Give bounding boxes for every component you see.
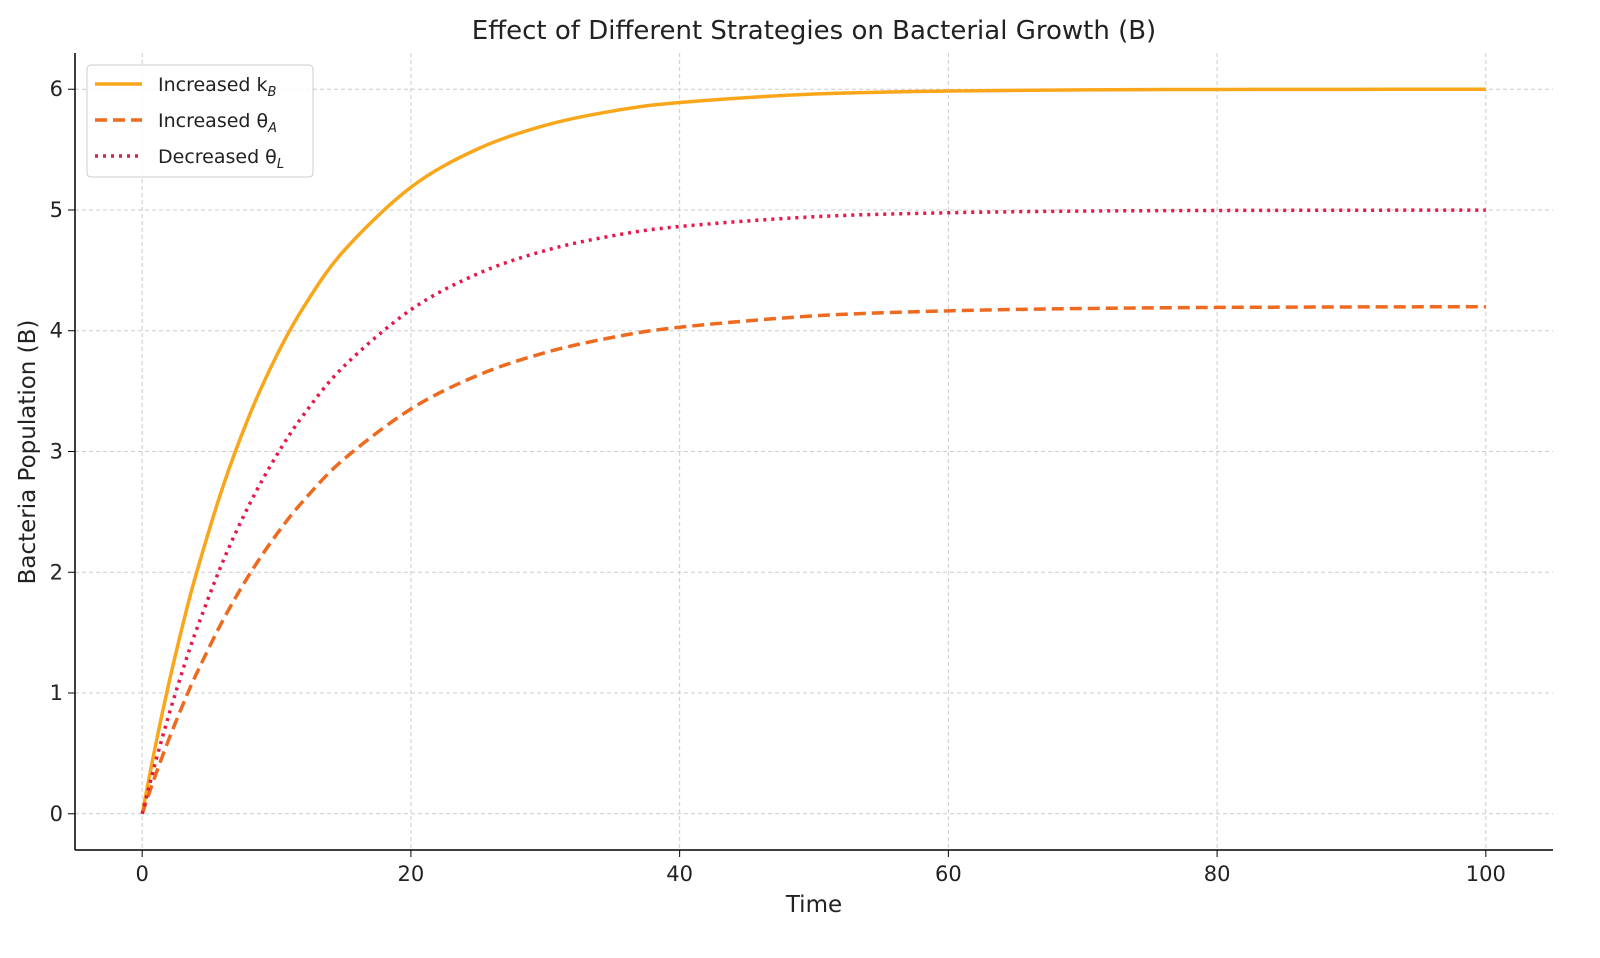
x-axis-label: Time bbox=[785, 892, 842, 918]
series-line-0 bbox=[140, 87, 1486, 815]
grid bbox=[75, 53, 1553, 850]
legend-label-1: Increased θA bbox=[158, 110, 277, 136]
y-tick-label: 0 bbox=[50, 802, 63, 826]
legend-label-text: Decreased θ bbox=[158, 146, 277, 168]
y-axis-label: Bacteria Population (B) bbox=[15, 320, 41, 585]
series-lines bbox=[140, 87, 1486, 815]
legend-label-subscript: L bbox=[277, 157, 284, 172]
x-tick-label: 0 bbox=[135, 862, 148, 886]
legend-label-text: Increased k bbox=[158, 74, 268, 96]
y-tick-label: 4 bbox=[50, 319, 63, 343]
y-tick-label: 1 bbox=[50, 681, 63, 705]
series-line-1 bbox=[140, 304, 1486, 815]
x-tick-label: 100 bbox=[1466, 862, 1506, 886]
legend-label-subscript: B bbox=[268, 85, 277, 100]
legend-box bbox=[86, 64, 314, 178]
legend-label-0: Increased kB bbox=[158, 74, 277, 100]
y-tick-label: 3 bbox=[50, 440, 63, 464]
legend-label-2: Decreased θL bbox=[158, 146, 284, 172]
legend-label-text: Increased θ bbox=[158, 110, 268, 132]
x-tick-label: 60 bbox=[935, 862, 962, 886]
chart-title: Effect of Different Strategies on Bacter… bbox=[472, 16, 1156, 46]
legend-label-subscript: A bbox=[267, 121, 277, 136]
x-tick-label: 80 bbox=[1204, 862, 1231, 886]
y-tick-label: 2 bbox=[50, 560, 63, 584]
y-tick-label: 6 bbox=[50, 77, 63, 101]
series-line-2 bbox=[140, 208, 1486, 815]
x-tick-label: 40 bbox=[666, 862, 693, 886]
y-tick-label: 5 bbox=[50, 198, 63, 222]
x-tick-label: 20 bbox=[398, 862, 425, 886]
